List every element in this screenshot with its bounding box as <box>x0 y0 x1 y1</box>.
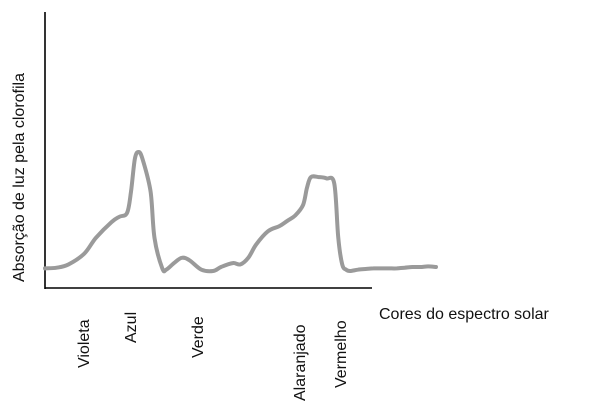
absorption-curve <box>43 149 438 274</box>
tick-label-vermelho: Vermelho <box>333 320 350 388</box>
tick-label-violeta: Violeta <box>76 319 93 368</box>
tick-label-azul: Azul <box>123 312 140 343</box>
x-axis-label: Cores do espectro solar <box>379 306 550 323</box>
tick-label-alaranjado: Alaranjado <box>292 324 309 401</box>
tick-label-verde: Verde <box>190 316 207 358</box>
y-axis-label: Absorção de luz pela clorofila <box>11 73 28 282</box>
